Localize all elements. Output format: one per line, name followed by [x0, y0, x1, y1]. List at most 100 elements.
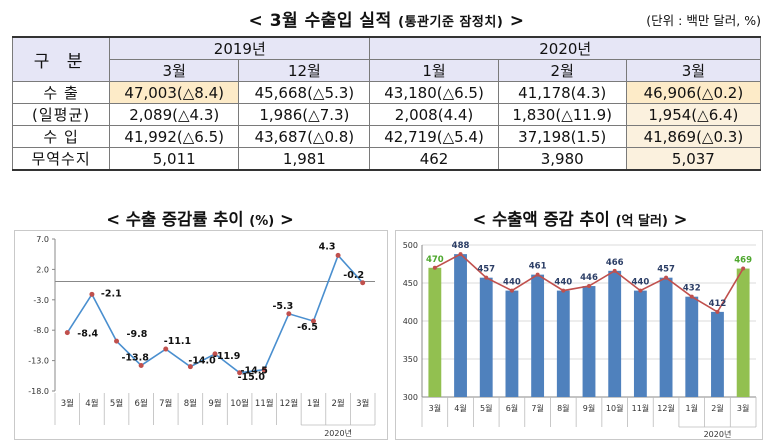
trend-point — [458, 252, 463, 257]
x-tick-label: 11월 — [632, 403, 650, 413]
x-tick-label: 6월 — [506, 403, 518, 413]
export-amount-chart-panel: 500 450 400 350 300 470 488 457 440 461 440 446 466 4… — [395, 230, 763, 440]
trend-point — [561, 288, 566, 293]
trend-point — [535, 272, 540, 277]
x-tick-label: 3월 — [429, 403, 441, 413]
data-label: -13.8 — [121, 352, 149, 363]
bar — [428, 267, 442, 397]
data-label: 440 — [503, 278, 521, 288]
right-chart-title-sub: (억 달러) — [615, 214, 668, 229]
data-label: 461 — [529, 262, 547, 272]
data-point — [286, 311, 292, 317]
data-point — [163, 346, 169, 352]
x-tick-label: 10월 — [606, 403, 624, 413]
bar — [685, 296, 699, 397]
y-tick-label: 500 — [403, 241, 418, 250]
data-point — [310, 318, 316, 324]
table-cell: 37,198(1.5) — [497, 125, 627, 148]
y-tick-label: -3.0 — [33, 296, 49, 305]
table-cell: 41,992(△6.5) — [109, 125, 240, 148]
data-label: -14.0 — [188, 356, 216, 367]
x-tick-label: 7월 — [159, 398, 172, 409]
right-chart-title: < 수출액 증감 추이 (억 달러) > — [395, 206, 765, 230]
unit-note: (단위 : 백만 달러, %) — [646, 13, 761, 28]
x-tick-label: 1월 — [686, 403, 698, 413]
left-chart-title: < 수출 증감률 추이 (%) > — [20, 206, 380, 230]
x-tick-label: 8월 — [557, 403, 569, 413]
month-header: 3월 — [109, 59, 240, 82]
year-header-2019: 2019년 — [109, 36, 371, 60]
data-label: 432 — [683, 284, 701, 294]
data-label: 457 — [657, 265, 675, 275]
y-tick-label: -18.0 — [28, 387, 49, 396]
month-header: 1월 — [369, 59, 499, 82]
data-label: 440 — [554, 278, 572, 288]
data-label: 457 — [477, 265, 495, 275]
table-cell: 1,830(△11.9) — [497, 103, 627, 126]
row-label: (일평균) — [11, 103, 111, 126]
trend-point — [587, 284, 591, 289]
trend-point — [664, 275, 669, 280]
x-tick-label: 5월 — [480, 403, 492, 413]
bar — [531, 274, 545, 397]
data-point — [114, 338, 120, 344]
data-point — [212, 351, 218, 357]
table-cell: 5,011 — [109, 147, 240, 171]
table-corner: 구 분 — [11, 36, 111, 82]
row-label: 수 입 — [11, 125, 111, 148]
x-group-label: 2020년 — [704, 429, 732, 439]
y-tick-label: 7.0 — [36, 235, 49, 244]
table-header-year-row: 구 분 2019년 2020년 — [11, 36, 761, 82]
trend-point — [509, 288, 514, 293]
month-header: 2월 — [497, 59, 627, 82]
data-point — [187, 364, 193, 370]
data-label: -15.0 — [238, 372, 266, 383]
data-label: -6.5 — [297, 322, 318, 333]
x-tick-label: 3월 — [61, 398, 74, 409]
table-cell: 42,719(△5.4) — [369, 125, 499, 148]
x-tick-label: 4월 — [454, 403, 466, 413]
title-end: > — [509, 11, 525, 31]
bar — [505, 290, 519, 397]
x-tick-label: 9월 — [208, 398, 221, 409]
bar — [736, 268, 750, 397]
left-chart-title-end: > — [279, 210, 294, 229]
data-label: -2.1 — [101, 288, 122, 299]
trend-point — [741, 266, 746, 271]
table-cell: 1,986(△7.3) — [238, 103, 371, 126]
right-chart-title-main: < 수출액 증감 추이 — [472, 210, 610, 229]
y-tick-label: 450 — [403, 279, 418, 288]
title-row: < 3월 수출입 실적 (통관기준 잠정치) > (단위 : 백만 달러, %) — [0, 0, 773, 34]
x-group-label: 2020년 — [324, 428, 352, 438]
x-tick-label: 10월 — [230, 398, 249, 409]
data-label: 446 — [580, 273, 598, 283]
data-point — [360, 280, 366, 286]
table-cell: 3,980 — [497, 147, 627, 171]
data-point — [261, 367, 267, 373]
data-label: 440 — [632, 278, 650, 288]
x-tick-label: 5월 — [110, 398, 123, 409]
table-cell: 2,008(4.4) — [369, 103, 499, 126]
trend-point — [689, 294, 694, 299]
y-tick-label: 2.0 — [36, 265, 49, 274]
table-cell: 2,089(△4.3) — [109, 103, 240, 126]
x-tick-label: 3월 — [737, 403, 749, 413]
y-tick-label: -13.0 — [28, 357, 49, 366]
x-tick-label: 3월 — [356, 398, 369, 409]
x-tick-label: 12월 — [657, 403, 675, 413]
y-tick-label: 350 — [403, 355, 418, 364]
right-chart-title-end: > — [673, 210, 688, 229]
bar — [608, 270, 622, 397]
month-header: 12월 — [238, 59, 371, 82]
table-cell: 45,668(△5.3) — [238, 81, 371, 104]
y-tick-label: -8.0 — [33, 326, 49, 335]
export-growth-chart-panel: 7.0 2.0 -3.0 -8.0 -13.0 -18.0 3월 4월 5월 6월 7월 8월 9월 10… — [14, 230, 388, 440]
table-row-balance: 무역수지 5,011 1,981 462 3,980 5,037 — [11, 147, 762, 171]
table-header-month-row: 3월 12월 1월 2월 3월 — [13, 59, 762, 82]
export-growth-line-chart: 7.0 2.0 -3.0 -8.0 -13.0 -18.0 3월 4월 5월 6월 7월 8월 9월 10… — [28, 235, 376, 438]
x-tick-label: 12월 — [280, 398, 299, 409]
data-label: -9.8 — [127, 329, 148, 340]
export-amount-bar-chart: 500 450 400 350 300 470 488 457 440 461 440 446 466 4… — [403, 241, 757, 439]
bar — [659, 277, 673, 397]
data-point — [237, 370, 243, 376]
